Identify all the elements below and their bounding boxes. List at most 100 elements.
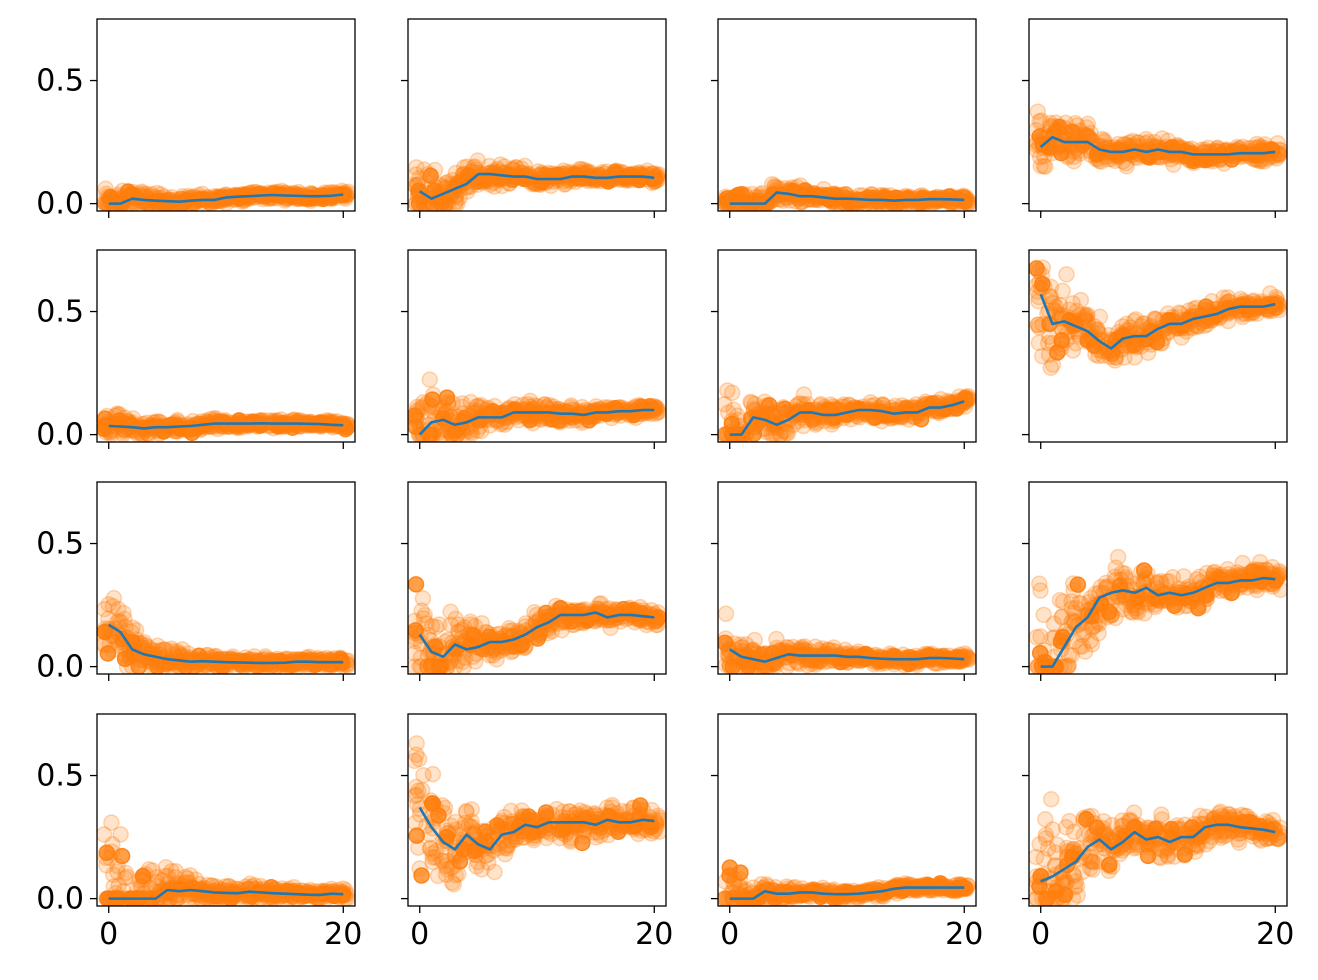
scatter-point (97, 180, 114, 198)
scatter-point (454, 395, 471, 412)
scatter-point (1042, 278, 1060, 296)
scatter-point (957, 388, 974, 406)
scatter-point (252, 416, 270, 434)
scatter-point (1035, 606, 1052, 624)
scatter-point (339, 418, 355, 435)
scatter-point (415, 610, 433, 627)
scatter-point (1152, 572, 1169, 590)
scatter-point (408, 404, 426, 421)
scatter-point (1034, 347, 1051, 365)
scatter-point (488, 651, 505, 668)
scatter-point (237, 656, 254, 673)
scatter-point (1058, 266, 1075, 283)
scatter-point (648, 611, 666, 628)
scatter-point (103, 814, 120, 831)
scatter-point (439, 658, 456, 674)
scatter-point (758, 399, 776, 417)
scatter-point (880, 652, 898, 669)
scatter-point (104, 641, 121, 659)
scatter-point (159, 867, 177, 885)
scatter-point (1100, 603, 1118, 621)
scatter-point (1103, 606, 1121, 624)
scatter-point (508, 402, 525, 419)
scatter-point (447, 610, 464, 628)
scatter-point (1153, 575, 1170, 592)
scatter-point (1076, 312, 1094, 330)
scatter-point (1263, 295, 1280, 312)
scatter-point (337, 419, 355, 436)
scatter-point (469, 422, 486, 439)
scatter-point (157, 858, 175, 876)
scatter-point (1078, 119, 1095, 136)
axes-frame (96, 481, 356, 675)
scatter-point (915, 397, 933, 415)
scatter-point (823, 416, 840, 433)
scatter-point (408, 612, 423, 630)
scatter-point (144, 862, 161, 879)
scatter-point (548, 168, 565, 185)
axes-frame (1028, 249, 1288, 443)
axes-frame (96, 18, 356, 212)
scatter-point (163, 862, 180, 880)
scatter-point (792, 177, 809, 194)
scatter-point (1269, 294, 1287, 312)
scatter-point (318, 414, 335, 431)
scatter-point (115, 604, 132, 622)
scatter-point (1264, 576, 1282, 593)
scatter-point (529, 630, 546, 647)
scatter-point (772, 426, 789, 442)
scatter-point (423, 617, 441, 635)
scatter-point (1152, 334, 1170, 352)
scatter-point (444, 425, 462, 442)
scatter-point (409, 401, 426, 419)
scatter-point (1077, 126, 1095, 144)
scatter-point (1118, 571, 1135, 588)
scatter-point (1107, 559, 1125, 577)
scatter-point (439, 654, 457, 672)
scatter-point (416, 606, 433, 624)
scatter-point (822, 396, 840, 413)
scatter-point (112, 613, 129, 631)
scatter-point (1094, 347, 1112, 364)
scatter-point (815, 645, 833, 662)
scatter-point (431, 658, 449, 674)
scatter-point (98, 185, 115, 203)
scatter-point (109, 406, 127, 424)
scatter-point (1180, 302, 1198, 319)
scatter-point (799, 657, 816, 674)
scatter-point (252, 417, 269, 434)
scatter-point (1112, 571, 1130, 589)
scatter-point (478, 624, 496, 641)
scatter-point (919, 647, 936, 665)
scatter-point (169, 643, 186, 660)
scatter-point (1095, 131, 1113, 149)
scatter-point (1194, 144, 1212, 161)
scatter-point (1031, 113, 1048, 130)
scatter-point (1075, 614, 1093, 632)
scatter-point (132, 635, 150, 652)
scatter-point (1075, 312, 1093, 329)
scatter-point (1040, 346, 1058, 363)
scatter-point (1032, 628, 1049, 645)
scatter-point (1064, 295, 1081, 312)
mean-line (418, 611, 655, 659)
scatter-point (446, 658, 464, 674)
scatter-point (642, 399, 659, 417)
scatter-point (1267, 289, 1285, 306)
scatter-point (1032, 157, 1049, 175)
scatter-point (339, 419, 355, 436)
scatter-point (429, 658, 447, 674)
scatter-point (120, 412, 137, 430)
scatter-point (449, 652, 467, 670)
scatter-point (177, 868, 195, 886)
axes-frame (717, 481, 977, 675)
scatter-series (408, 152, 666, 211)
scatter-point (1138, 569, 1155, 587)
scatter-point (451, 189, 468, 206)
scatter-point (819, 641, 836, 659)
scatter-point (720, 404, 737, 421)
scatter-point (1074, 637, 1091, 655)
scatter-point (439, 403, 456, 420)
scatter-point (434, 399, 452, 417)
scatter-point (421, 426, 439, 442)
